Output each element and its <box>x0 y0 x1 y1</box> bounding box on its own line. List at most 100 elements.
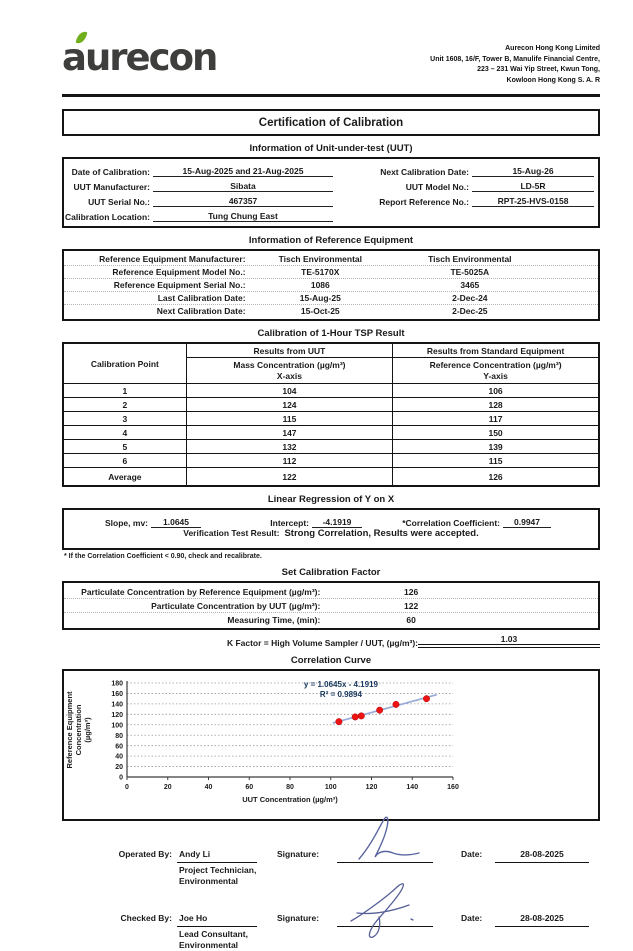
svg-text:40: 40 <box>115 754 123 761</box>
certificate-title: Certification of Calibration <box>258 116 404 129</box>
svg-text:20: 20 <box>164 784 172 791</box>
uut-section-heading: Information of Unit-under-test (UUT) <box>249 143 413 154</box>
field-label: Report Reference No.: <box>379 197 469 207</box>
cell-std: 139 <box>392 439 600 454</box>
correlation-chart-box: 0 20 40 60 80 100 120 140 160 180 0 20 40 60 80 100 120 1… <box>62 669 600 821</box>
field-value: 126 <box>403 586 419 597</box>
svg-text:80: 80 <box>115 733 123 740</box>
cell-uut: 115 <box>185 411 394 426</box>
verification-value: Strong Correlation, Results were accepte… <box>284 528 479 539</box>
svg-text:60: 60 <box>115 743 123 750</box>
k-factor-label: K Factor = High Volume Sampler / UUT, (µ… <box>226 638 418 648</box>
field-label: Reference Equipment Serial No.: <box>113 280 246 290</box>
signature-scribble-checked <box>350 883 414 938</box>
certificate-title-box: Certification of Calibration <box>62 109 600 136</box>
tsp-group-header: Results from Standard Equipment <box>392 342 600 358</box>
tsp-axis-label: Y-axis <box>483 370 508 381</box>
ref-row: Reference Equipment Manufacturer: Tisch … <box>64 253 598 266</box>
correlation-footnote: * If the Correlation Coefficient < 0.90,… <box>64 553 262 560</box>
field-value: 1086 <box>310 280 330 290</box>
field-value: 467357 <box>153 196 333 207</box>
svg-text:120: 120 <box>111 712 123 719</box>
table-row: 5 132 139 <box>62 439 600 454</box>
cell-uut: 122 <box>185 467 394 487</box>
signature-label: Signature: <box>277 849 320 859</box>
svg-text:20: 20 <box>115 764 123 771</box>
factor-section-heading: Set Calibration Factor <box>281 567 381 578</box>
regression-values-row: Slope, mv: 1.0645 Intercept: -4.1919 *Co… <box>64 512 598 528</box>
header-divider <box>62 94 600 97</box>
svg-text:120: 120 <box>366 784 378 791</box>
field-label: UUT Model No.: <box>405 182 469 192</box>
svg-text:(µg/m³): (µg/m³) <box>83 717 92 743</box>
field-label: UUT Manufacturer: <box>73 182 150 192</box>
table-row-average: Average 122 126 <box>62 467 600 487</box>
correlation-chart-svg: 0 20 40 60 80 100 120 140 160 180 0 20 40 60 80 100 120 1… <box>65 680 459 804</box>
cell-point: 4 <box>62 425 187 440</box>
uut-row: Date of Calibration: 15-Aug-2025 and 21-… <box>64 162 594 177</box>
field-label: Particulate Concentration by UUT (µg/m³)… <box>151 600 321 611</box>
date-label: Date: <box>461 849 483 859</box>
intercept-label: Intercept: <box>270 518 309 528</box>
svg-text:100: 100 <box>325 784 337 791</box>
svg-text:140: 140 <box>406 784 418 791</box>
cell-uut: 104 <box>185 383 394 398</box>
table-row: 1 104 106 <box>62 383 600 398</box>
verification-row: Verification Test Result: Strong Correla… <box>64 528 598 545</box>
cell-point: 5 <box>62 439 187 454</box>
cell-std: 126 <box>392 467 600 487</box>
address-line: Unit 1608, 16/F, Tower B, Manulife Finan… <box>430 55 600 63</box>
field-value: 2-Dec-24 <box>452 293 488 303</box>
svg-text:y = 1.0645x - 4.1919: y = 1.0645x - 4.1919 <box>304 680 379 689</box>
cell-point: 3 <box>62 411 187 426</box>
ref-row: Reference Equipment Model No.: TE-5170X … <box>64 266 598 279</box>
tsp-col-header: Calibration Point <box>62 342 187 384</box>
certificate-page: aurecon Aurecon Hong Kong Limited Unit 1… <box>62 30 600 950</box>
tsp-sub-header: Mass Concentration (µg/m³) X-axis <box>185 357 394 384</box>
checked-by-block: Checked By: Joe Ho Lead Consultant, Envi… <box>62 883 600 951</box>
document-header: aurecon Aurecon Hong Kong Limited Unit 1… <box>62 30 600 86</box>
signature-scribble-operated <box>358 816 420 860</box>
cell-point: 2 <box>62 397 187 412</box>
k-factor-value: 1.03 <box>418 634 600 648</box>
address-line: Aurecon Hong Kong Limited <box>505 45 600 52</box>
table-row: 3 115 117 <box>62 411 600 426</box>
cell-uut: 112 <box>185 453 394 468</box>
field-value: Sibata <box>153 181 333 192</box>
field-value: 122 <box>403 600 419 611</box>
regression-section-heading: Linear Regression of Y on X <box>267 494 395 505</box>
tsp-sub-label: Reference Concentration (µg/m³) <box>429 359 562 370</box>
field-label: Last Calibration Date: <box>157 293 246 303</box>
ref-row: Reference Equipment Serial No.: 1086 346… <box>64 279 598 292</box>
address-line: Kowloon Hong Kong S. A. R <box>506 76 600 84</box>
cell-std: 115 <box>392 453 600 468</box>
cell-point: 6 <box>62 453 187 468</box>
company-address: Aurecon Hong Kong Limited Unit 1608, 16/… <box>430 38 600 86</box>
cell-std: 150 <box>392 425 600 440</box>
svg-text:160: 160 <box>111 691 123 698</box>
logo-wordmark: aurecon <box>62 36 218 79</box>
svg-text:140: 140 <box>111 701 123 708</box>
cell-point: Average <box>62 467 187 487</box>
svg-text:60: 60 <box>245 784 253 791</box>
svg-text:40: 40 <box>205 784 213 791</box>
field-label: UUT Serial No.: <box>88 197 150 207</box>
svg-text:80: 80 <box>286 784 294 791</box>
operated-date: 28-08-2025 <box>495 849 589 863</box>
ref-row: Last Calibration Date: 15-Aug-25 2-Dec-2… <box>64 292 598 305</box>
intercept-value: -4.1919 <box>312 517 362 528</box>
operator-name-block: Andy Li Project Technician, Environmenta… <box>177 849 257 887</box>
svg-text:180: 180 <box>111 681 123 688</box>
field-value: Tung Chung East <box>153 211 333 222</box>
tsp-sub-header: Reference Concentration (µg/m³) Y-axis <box>392 357 600 384</box>
svg-text:UUT Concentration (µg/m³): UUT Concentration (µg/m³) <box>242 795 338 804</box>
tsp-section-heading: Calibration of 1-Hour TSP Result <box>257 328 405 339</box>
checker-name-block: Joe Ho Lead Consultant, Environmental <box>177 913 257 951</box>
date-label: Date: <box>461 913 483 923</box>
cell-uut: 124 <box>185 397 394 412</box>
tsp-axis-label: X-axis <box>276 370 302 381</box>
field-label: Next Calibration Date: <box>380 167 469 177</box>
operator-name: Andy Li <box>177 849 257 863</box>
table-row: 4 147 150 <box>62 425 600 440</box>
field-value: TE-5025A <box>450 267 490 277</box>
